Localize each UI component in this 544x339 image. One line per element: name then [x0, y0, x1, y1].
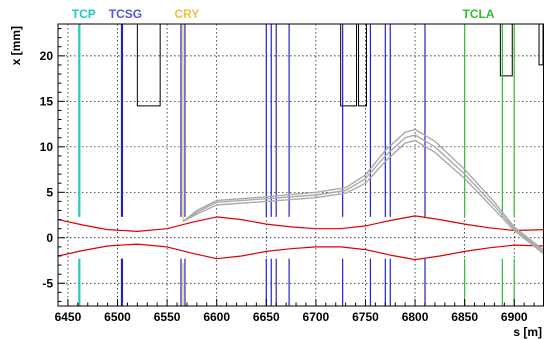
- x-tick-label: 6750: [352, 310, 379, 324]
- aperture-box: [358, 24, 367, 107]
- x-tick-labels: 6450 6500 6550 6600 6650 6700 6750 6800 6850 6900: [55, 310, 528, 324]
- y-tick-labels: -5 0 5 10 15 20: [40, 49, 54, 290]
- series-envelope-upper: [57, 215, 544, 232]
- x-tick-label: 6900: [501, 310, 528, 324]
- x-axis-label: s [m]: [513, 325, 542, 339]
- legend-label: TCP: [72, 7, 96, 21]
- x-tick-label: 6850: [451, 310, 478, 324]
- aperture-box: [499, 24, 513, 77]
- x-tick-label: 6650: [253, 310, 280, 324]
- x-tick-label: 6600: [203, 310, 230, 324]
- collimator-legend: TCP TCSG CRY TCLA: [72, 7, 495, 21]
- y-tick-label: 5: [46, 185, 53, 199]
- y-tick-label: 10: [40, 140, 54, 154]
- x-tick-label: 6500: [104, 310, 131, 324]
- legend-label: TCSG: [109, 7, 142, 21]
- y-axis-label: x [mm]: [9, 26, 23, 65]
- axis-ticks: [58, 28, 535, 306]
- x-tick-label: 6450: [55, 310, 82, 324]
- x-tick-label: 6700: [303, 310, 330, 324]
- x-tick-label: 6550: [154, 310, 181, 324]
- y-tick-label: 0: [46, 231, 53, 245]
- y-tick-label: -5: [42, 276, 53, 290]
- collimator-jaws: [78, 24, 515, 306]
- aperture-box: [340, 24, 358, 107]
- aperture-box: [136, 24, 161, 107]
- series-halo-trajectory: [182, 134, 544, 253]
- aperture-boxes: [136, 24, 544, 107]
- series-halo-trajectory: [182, 139, 544, 255]
- series-lines: [57, 128, 544, 261]
- y-tick-label: 20: [40, 49, 54, 63]
- legend-label: TCLA: [463, 7, 495, 21]
- series-halo-trajectory: [182, 128, 544, 252]
- x-tick-label: 6800: [402, 310, 429, 324]
- series-envelope-lower: [57, 243, 544, 261]
- legend-label: CRY: [174, 7, 199, 21]
- y-tick-label: 15: [40, 94, 54, 108]
